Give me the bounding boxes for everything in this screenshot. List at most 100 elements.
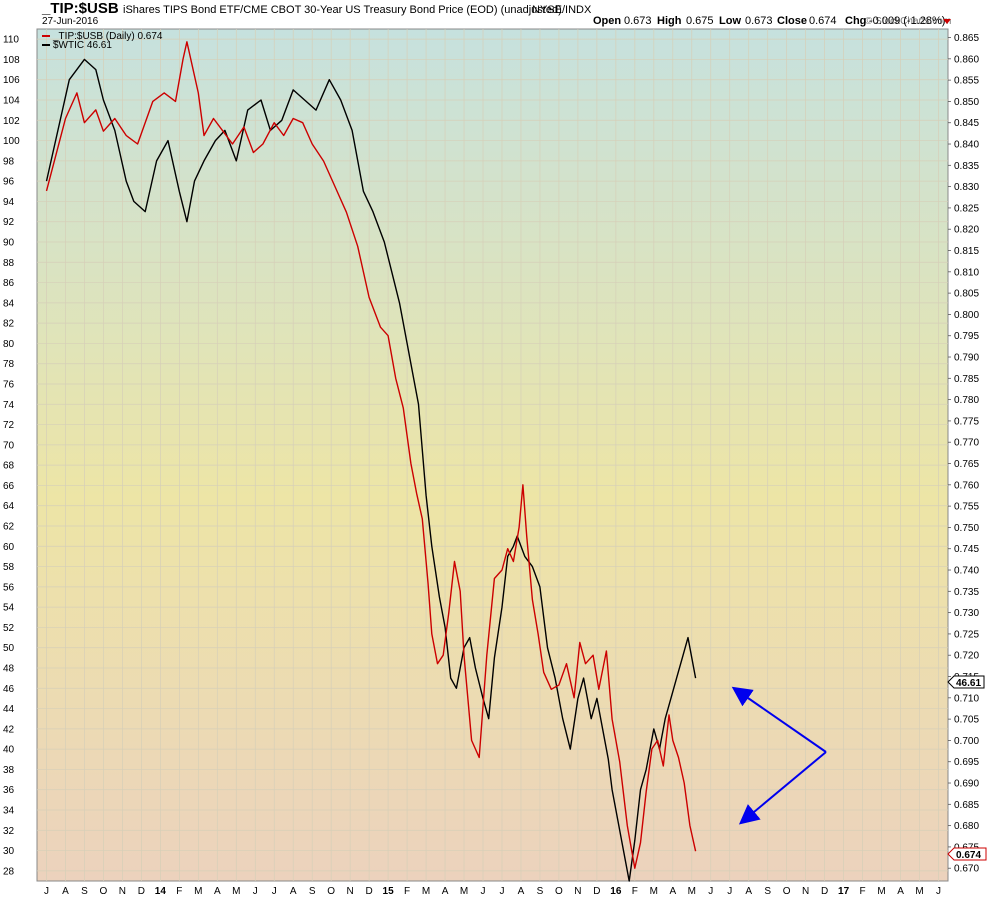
right-tick-label: 0.695 xyxy=(954,757,979,768)
left-tick-label: 84 xyxy=(3,298,15,309)
ratio-last-value: 0.674 xyxy=(956,850,981,861)
left-tick-label: 70 xyxy=(3,440,15,451)
open-value: 0.673 xyxy=(624,15,652,27)
wtic-last-value: 46.61 xyxy=(956,678,981,689)
left-axis: 28 30 32 34 36 38 40 42 44 46 48 50 52 54 56 58 60 62 64 66… xyxy=(3,35,20,878)
chart-description: iShares TIPS Bond ETF/CME CBOT 30-Year U… xyxy=(123,4,562,16)
left-tick-label: 50 xyxy=(3,643,15,654)
close-label: Close xyxy=(777,15,807,27)
x-tick-label: A xyxy=(745,886,752,897)
x-tick-label: S xyxy=(537,886,544,897)
left-tick-label: 86 xyxy=(3,278,15,289)
right-tick-label: 0.860 xyxy=(954,54,979,65)
left-tick-label: 58 xyxy=(3,562,15,573)
left-tick-label: 46 xyxy=(3,684,15,695)
left-tick-label: 108 xyxy=(3,55,20,66)
right-tick-label: 0.825 xyxy=(954,203,979,214)
x-tick-label: J xyxy=(272,886,277,897)
left-tick-label: 82 xyxy=(3,319,15,330)
x-tick-label: S xyxy=(309,886,316,897)
x-tick-label: O xyxy=(327,886,335,897)
chart-symbol: _TIP:$USB xyxy=(41,0,119,17)
x-tick-label: N xyxy=(802,886,809,897)
left-tick-label: 36 xyxy=(3,785,15,796)
right-tick-label: 0.830 xyxy=(954,182,979,193)
x-tick-label: N xyxy=(347,886,354,897)
x-tick-label: A xyxy=(518,886,525,897)
right-tick-label: 0.720 xyxy=(954,651,979,662)
down-triangle-icon xyxy=(943,19,951,24)
right-tick-label: 0.800 xyxy=(954,310,979,321)
right-tick-label: 0.840 xyxy=(954,140,979,151)
wtic-line xyxy=(45,58,697,882)
annotation-arrows xyxy=(731,686,827,825)
x-tick-label: A xyxy=(669,886,676,897)
x-tick-label: F xyxy=(176,886,182,897)
legend: _TIP:$USB (Daily) 0.674 $WTIC 46.61 xyxy=(42,31,163,51)
chart-date: 27-Jun-2016 xyxy=(42,16,99,27)
x-tick-label: O xyxy=(555,886,563,897)
left-tick-label: 110 xyxy=(3,35,19,46)
arrow-to-ratio xyxy=(738,751,827,825)
right-tick-label: 0.730 xyxy=(954,608,979,619)
x-tick-label: J xyxy=(727,886,732,897)
left-tick-label: 66 xyxy=(3,481,15,492)
ratio-tag-shape xyxy=(947,847,987,861)
x-tick-label: F xyxy=(632,886,638,897)
x-tick-label: A xyxy=(214,886,221,897)
left-tick-label: 98 xyxy=(3,156,15,167)
left-tick-label: 92 xyxy=(3,217,15,228)
right-tick-label: 0.850 xyxy=(954,97,979,108)
right-axis: 0.6700.6750.6800.6850.6900.6950.7000.705… xyxy=(948,33,979,875)
x-tick-label: M xyxy=(422,886,430,897)
low-label: Low xyxy=(719,15,741,27)
x-tick-label: J xyxy=(253,886,258,897)
high-value: 0.675 xyxy=(686,15,714,27)
chg-value: -0.009 (-1.28%) xyxy=(869,15,945,27)
right-tick-label: 0.690 xyxy=(954,779,979,790)
right-tick-label: 0.670 xyxy=(954,864,979,875)
right-tick-label: 0.790 xyxy=(954,353,979,364)
chart-exchange: NYSE/INDX xyxy=(532,4,592,16)
right-tick-label: 0.855 xyxy=(954,76,979,87)
x-tick-label: F xyxy=(860,886,866,897)
left-tick-label: 78 xyxy=(3,359,15,370)
x-tick-label: N xyxy=(119,886,126,897)
right-tick-label: 0.770 xyxy=(954,438,979,449)
left-tick-label: 48 xyxy=(3,664,15,675)
open-label: Open xyxy=(593,15,621,27)
right-tick-label: 0.745 xyxy=(954,544,979,555)
right-tick-label: 0.815 xyxy=(954,246,979,257)
left-tick-label: 106 xyxy=(3,75,20,86)
right-tick-label: 0.755 xyxy=(954,502,979,513)
x-tick-label: J xyxy=(936,886,941,897)
right-tick-label: 0.685 xyxy=(954,800,979,811)
watermark: © StockCharts.com xyxy=(865,16,951,27)
high-label: High xyxy=(657,15,682,27)
left-tick-label: 64 xyxy=(3,501,15,512)
x-tick-label: M xyxy=(915,886,923,897)
left-tick-label: 68 xyxy=(3,461,15,472)
left-tick-label: 32 xyxy=(3,826,15,837)
x-tick-label: S xyxy=(81,886,88,897)
x-tick-label: A xyxy=(62,886,69,897)
right-tick-label: 0.735 xyxy=(954,587,979,598)
x-tick-label: S xyxy=(764,886,771,897)
x-tick-label: A xyxy=(897,886,904,897)
x-tick-label: J xyxy=(499,886,504,897)
x-tick-label: D xyxy=(593,886,600,897)
ratio-last-tag: 0.674 xyxy=(947,847,987,861)
left-tick-label: 60 xyxy=(3,542,15,553)
right-tick-label: 0.775 xyxy=(954,416,979,427)
left-tick-label: 100 xyxy=(3,136,20,147)
right-tick-label: 0.700 xyxy=(954,736,979,747)
x-tick-label: A xyxy=(290,886,297,897)
right-tick-label: 0.750 xyxy=(954,523,979,534)
x-tick-label: A xyxy=(442,886,449,897)
right-tick-label: 0.865 xyxy=(954,33,979,44)
x-tick-label: F xyxy=(404,886,410,897)
right-tick-label: 0.760 xyxy=(954,480,979,491)
left-tick-label: 80 xyxy=(3,339,15,350)
right-tick-label: 0.680 xyxy=(954,821,979,832)
